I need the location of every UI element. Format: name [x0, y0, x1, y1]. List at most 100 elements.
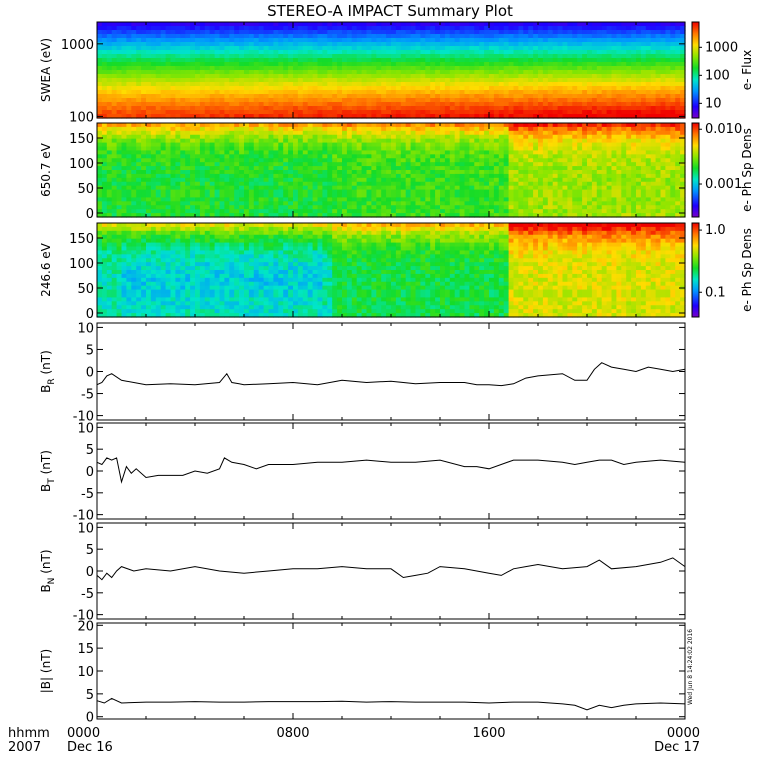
heatmap-cell — [562, 94, 568, 99]
heatmap-cell — [263, 126, 270, 132]
heatmap-cell — [650, 86, 657, 91]
heatmap-cell — [391, 154, 397, 159]
heatmap-cell — [175, 70, 181, 75]
heatmap-cell — [386, 209, 392, 214]
heatmap-cell — [111, 70, 118, 75]
heatmap-cell — [234, 209, 240, 214]
heatmap-cell — [342, 181, 348, 187]
heatmap-cell — [229, 154, 235, 159]
heatmap-cell — [391, 58, 397, 63]
heatmap-cell — [219, 114, 225, 119]
heatmap-cell — [204, 138, 211, 144]
heatmap-cell — [376, 209, 382, 214]
heatmap-cell — [675, 114, 681, 119]
heatmap-cell — [405, 201, 412, 206]
heatmap-cell — [302, 102, 309, 107]
heatmap-cell — [474, 181, 480, 187]
heatmap-cell — [165, 197, 172, 202]
heatmap-cell — [150, 50, 157, 55]
heatmap-cell — [381, 201, 387, 206]
heatmap-cell — [229, 170, 235, 175]
heatmap-cell — [440, 185, 446, 191]
heatmap-cell — [136, 177, 142, 183]
heatmap-cell — [631, 62, 637, 67]
heatmap-cell — [146, 130, 152, 136]
heatmap-cell — [376, 90, 382, 95]
heatmap-cell — [601, 110, 608, 115]
heatmap-cell — [175, 66, 181, 71]
heatmap-cell — [636, 90, 642, 95]
heatmap-cell — [640, 22, 647, 27]
heatmap-cell — [283, 123, 289, 128]
heatmap-cell — [430, 90, 436, 95]
heatmap-cell — [150, 102, 157, 107]
heatmap-cell — [449, 102, 456, 107]
heatmap-cell — [106, 82, 113, 87]
heatmap-cell — [332, 197, 338, 202]
heatmap-cell — [302, 138, 309, 144]
heatmap-cell — [214, 86, 221, 91]
heatmap-cell — [582, 62, 588, 67]
heatmap-cell — [131, 181, 137, 187]
heatmap-cell — [582, 58, 588, 63]
heatmap-cell — [195, 197, 201, 202]
heatmap-cell — [190, 177, 196, 183]
heatmap-cell — [440, 22, 446, 27]
heatmap-cell — [101, 209, 108, 214]
heatmap-cell — [175, 86, 181, 91]
heatmap-cell — [293, 86, 299, 91]
heatmap-cell — [190, 46, 196, 51]
heatmap-cell — [268, 146, 274, 152]
heatmap-cell — [248, 90, 255, 95]
heatmap-cell — [435, 189, 441, 195]
heatmap-cell — [150, 22, 157, 27]
heatmap-cell — [552, 86, 559, 91]
heatmap-cell — [141, 58, 147, 63]
heatmap-cell — [346, 38, 353, 43]
heatmap-cell — [195, 86, 201, 91]
heatmap-cell — [302, 78, 309, 83]
heatmap-cell — [631, 86, 637, 91]
heatmap-cell — [219, 213, 225, 218]
heatmap-cell — [454, 209, 461, 214]
heatmap-cell — [606, 46, 613, 51]
heatmap-cell — [224, 185, 230, 191]
heatmap-cell — [273, 30, 279, 35]
heatmap-cell — [253, 98, 260, 103]
heatmap-cell — [435, 50, 441, 55]
heatmap-cell — [528, 62, 534, 67]
heatmap-cell — [332, 201, 338, 206]
heatmap-cell — [616, 70, 622, 75]
heatmap-cell — [596, 74, 603, 79]
heatmap-cell — [204, 102, 211, 107]
heatmap-cell — [557, 34, 564, 39]
heatmap-cell — [278, 106, 284, 111]
heatmap-cell — [165, 58, 172, 63]
heatmap-cell — [258, 197, 265, 202]
heatmap-cell — [572, 90, 578, 95]
heatmap-cell — [640, 62, 647, 67]
heatmap-cell — [440, 150, 446, 155]
heatmap-cell — [185, 78, 191, 83]
heatmap-cell — [106, 126, 113, 132]
heatmap-cell — [204, 106, 211, 111]
heatmap-cell — [626, 30, 632, 35]
heatmap-cell — [621, 110, 627, 115]
heatmap-cell — [150, 42, 157, 47]
heatmap-cell — [596, 70, 603, 75]
heatmap-cell — [307, 162, 314, 167]
heatmap-cell — [680, 50, 686, 55]
heatmap-cell — [195, 173, 201, 179]
heatmap-cell — [351, 158, 358, 163]
heatmap-cell — [136, 86, 142, 91]
heatmap-cell — [454, 193, 461, 199]
heatmap-cell — [577, 94, 583, 99]
heatmap-cell — [253, 197, 260, 202]
heatmap-cell — [420, 170, 426, 175]
heatmap-cell — [665, 22, 671, 27]
heatmap-cell — [552, 22, 559, 27]
heatmap-cell — [459, 90, 466, 95]
heatmap-cell — [459, 74, 466, 79]
heatmap-cell — [170, 78, 176, 83]
heatmap-cell — [126, 185, 132, 191]
